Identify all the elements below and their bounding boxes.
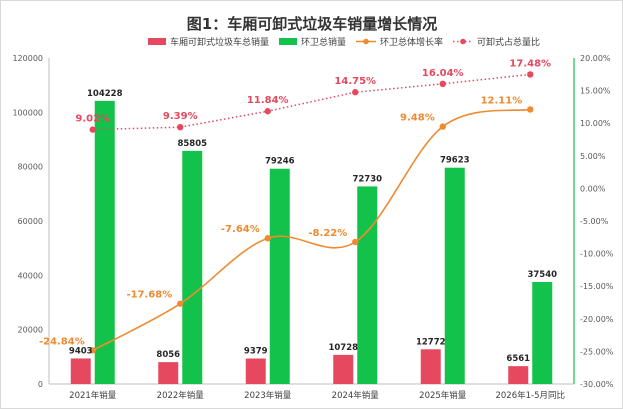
line-value-label: 11.84%: [247, 95, 289, 106]
chart-title: 图1：车厢可卸式垃圾车销量增长情况: [187, 15, 437, 33]
bar: [158, 362, 179, 384]
line-point: [264, 235, 271, 242]
bar-value-label: 37540: [527, 270, 557, 280]
line-value-label: 12.11%: [481, 95, 523, 106]
legend-marker: [363, 38, 369, 45]
bar-value-label: 72730: [352, 174, 382, 184]
y-left-tick-label: 40000: [18, 271, 43, 280]
bar: [532, 282, 553, 384]
line-point: [439, 123, 446, 130]
x-tick-label: 2021年销量: [69, 390, 117, 401]
line-value-label: 14.75%: [334, 76, 376, 87]
bar: [245, 358, 266, 384]
y-right-tick-label: 20.00%: [580, 54, 611, 63]
line-point: [177, 300, 184, 307]
bar: [182, 150, 203, 384]
x-tick-label: 2025年销量: [419, 390, 467, 401]
bar-value-label: 10728: [328, 343, 358, 353]
legend-label: 环卫总销量: [301, 36, 346, 48]
y-left-tick-label: 20000: [18, 326, 43, 335]
y-right-tick-label: -30.00%: [580, 380, 614, 389]
x-tick-label: 2026年1-5月同比: [495, 390, 565, 401]
x-tick-label: 2023年销量: [244, 390, 292, 401]
bar-value-label: 104228: [87, 89, 123, 99]
line-point: [527, 106, 534, 113]
y-right-tick-label: -20.00%: [580, 315, 614, 324]
y-left-tick-label: 100000: [12, 108, 43, 117]
line-point: [177, 123, 184, 131]
y-left-tick-label: 60000: [18, 217, 43, 226]
bar: [94, 100, 115, 385]
bar-value-label: 6561: [506, 354, 530, 364]
legend: 车厢可卸式垃圾车总销量 环卫总销量 环卫总体增长率 可卸式占总量比: [148, 36, 540, 48]
line-point: [439, 80, 446, 88]
line-value-label: 16.04%: [422, 68, 464, 79]
line-point: [527, 71, 534, 78]
bar-value-label: 9379: [244, 347, 268, 357]
y-right-tick-label: 10.00%: [580, 119, 611, 128]
line-point: [89, 347, 96, 354]
line-point: [89, 126, 96, 133]
legend-swatch: [279, 38, 297, 45]
axes: 0 20000 40000 60000 80000 100000 120000 -30.00%…: [12, 54, 613, 401]
bar: [70, 358, 91, 384]
legend-marker: [460, 38, 466, 45]
legend-label: 可卸式占总量比: [477, 36, 540, 48]
bar-value-label: 9403: [69, 346, 93, 356]
y-right-tick-label: -15.00%: [580, 282, 614, 291]
legend-label: 车厢可卸式垃圾车总销量: [170, 36, 269, 48]
series-line: [92, 73, 531, 131]
y-left-tick-label: 120000: [12, 54, 43, 63]
line-point: [352, 238, 359, 246]
data-labels: 9403 8056 9379 10728 12772 6561 104228 85805 792…: [39, 58, 557, 364]
legend-label: 环卫总体增长率: [380, 36, 443, 48]
y-left-tick-label: 80000: [18, 163, 43, 172]
bars: [70, 100, 553, 385]
lines: [89, 71, 534, 354]
legend-swatch: [148, 38, 166, 45]
line-value-label: -24.84%: [39, 336, 85, 347]
bar: [420, 349, 441, 384]
line-value-label: -17.68%: [126, 290, 172, 301]
line-value-label: 9.39%: [163, 111, 198, 122]
bar-value-label: 79246: [265, 157, 295, 167]
bar: [333, 354, 354, 384]
x-tick-label: 2024年销量: [332, 390, 380, 401]
y-right-tick-label: -25.00%: [580, 347, 614, 356]
y-right-tick-label: -5.00%: [580, 217, 609, 226]
bar-value-label: 8056: [156, 350, 180, 360]
y-right-tick-label: 5.00%: [580, 152, 606, 161]
y-left-tick-label: 0: [38, 380, 43, 389]
y-right-tick-label: 0.00%: [580, 184, 606, 193]
line-point: [264, 108, 271, 115]
bar-value-label: 85805: [177, 139, 207, 149]
y-right-tick-label: -10.00%: [580, 250, 614, 259]
bar-value-label: 12772: [416, 337, 446, 347]
line-value-label: 9.48%: [400, 113, 435, 124]
line-value-label: 17.48%: [509, 58, 551, 69]
bar: [357, 186, 378, 384]
line-value-label: -7.64%: [221, 224, 260, 235]
line-value-label: 9.02%: [75, 114, 110, 125]
line-value-label: -8.22%: [308, 228, 347, 239]
y-right-tick-label: 15.00%: [580, 87, 611, 96]
bar: [444, 167, 465, 384]
bar-value-label: 79623: [440, 156, 470, 166]
x-tick-label: 2022年销量: [157, 390, 205, 401]
line-point: [352, 89, 359, 96]
bar: [269, 168, 290, 384]
bar: [508, 366, 529, 384]
